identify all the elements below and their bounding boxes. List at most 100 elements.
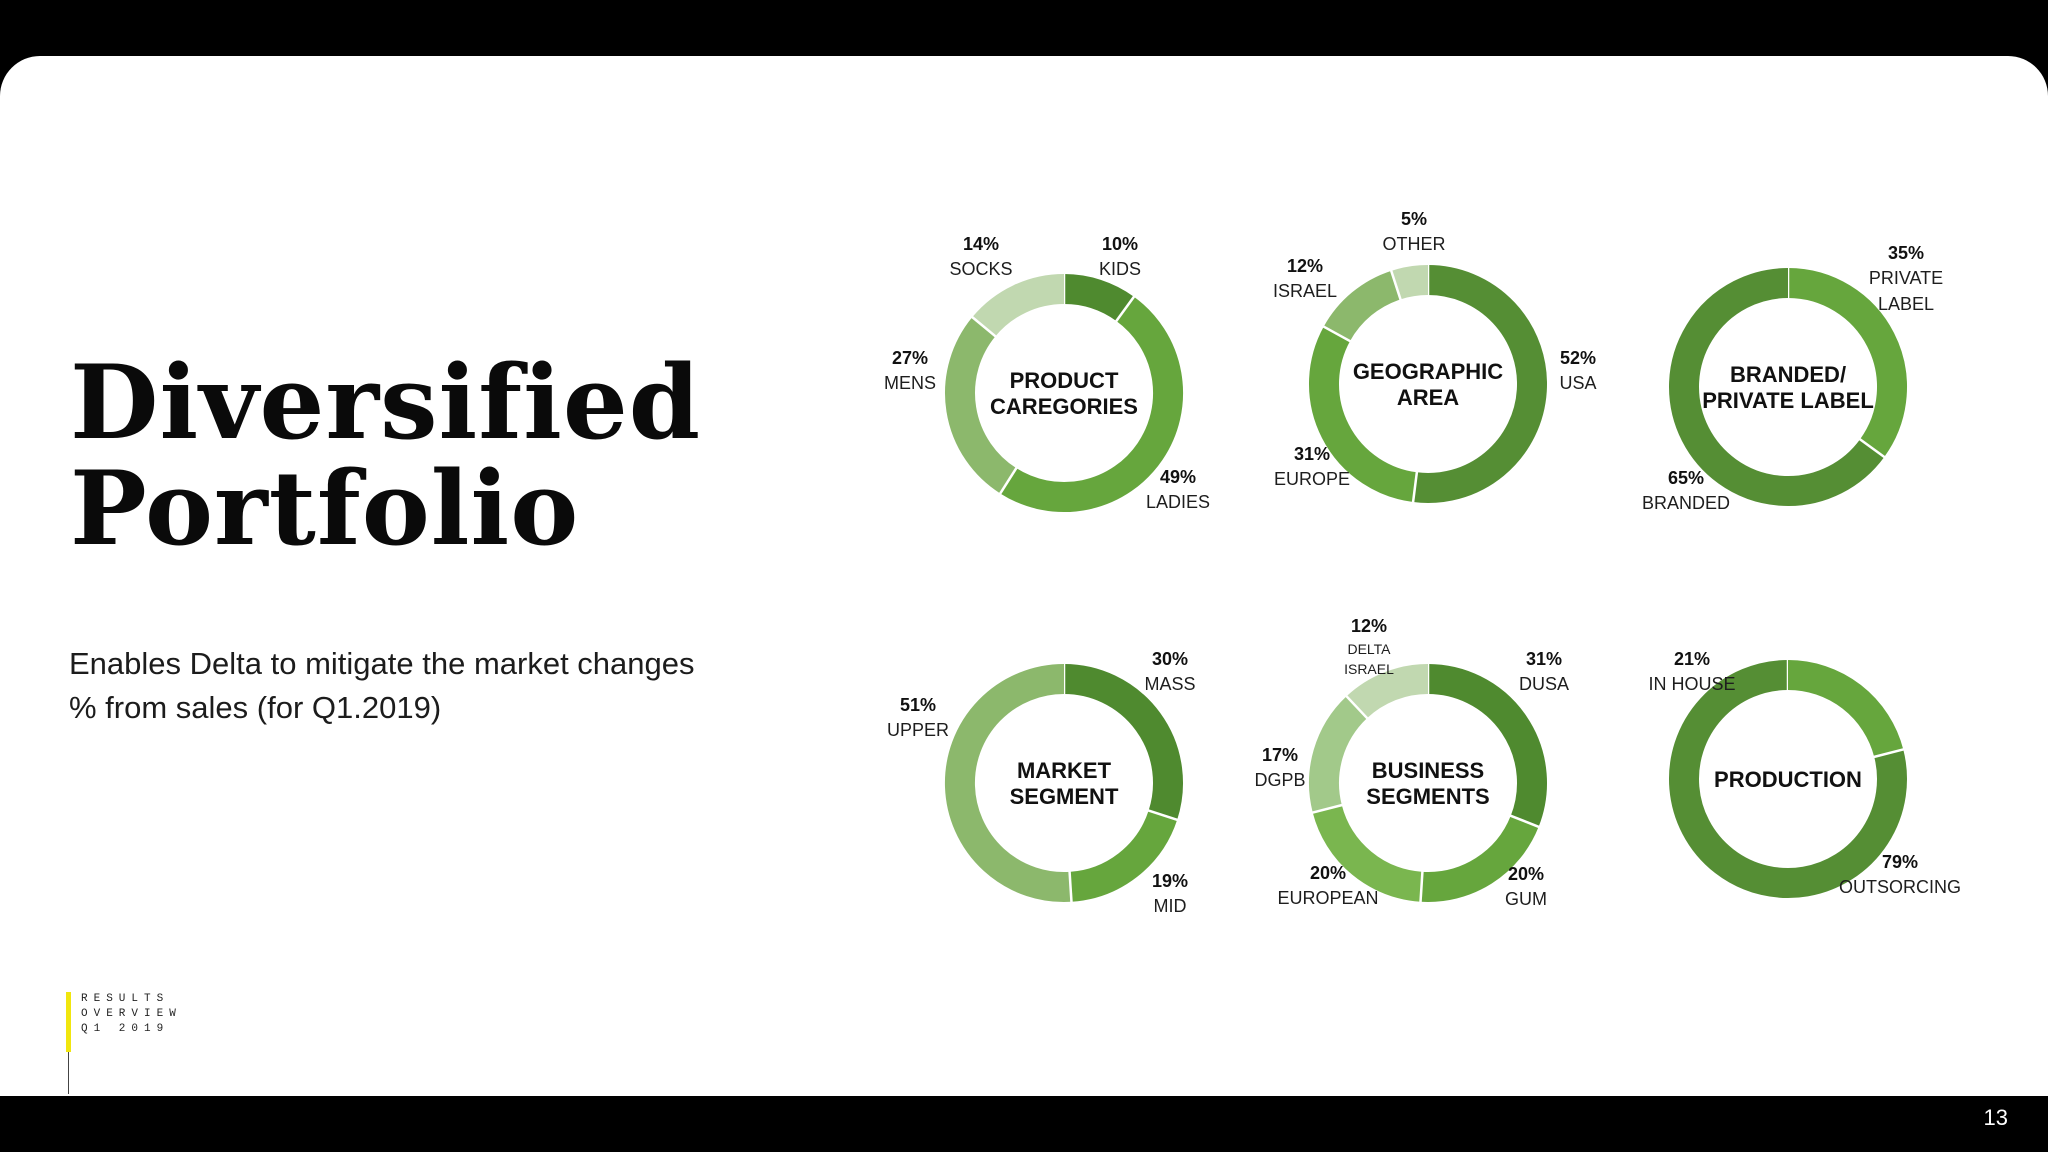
slice-separator — [1508, 813, 1541, 829]
donut-center-title: PRODUCT — [1010, 368, 1119, 393]
section-tag-line: RESULTS — [81, 993, 170, 1005]
slice-category-label: LABEL — [1878, 294, 1934, 314]
slice-percent-label: 79% — [1882, 852, 1918, 872]
donut-center-title: BRANDED/ — [1730, 362, 1846, 387]
slice-separator — [1411, 470, 1419, 505]
slice-category-label: ISRAEL — [1344, 661, 1394, 677]
slice-category-label: KIDS — [1099, 259, 1141, 279]
slice-percent-label: 14% — [963, 234, 999, 254]
section-tag-line: Q1 2019 — [81, 1023, 170, 1035]
donut-center-title: SEGMENT — [1010, 784, 1119, 809]
slice-category-label: DUSA — [1519, 674, 1569, 694]
donut-slice — [1309, 696, 1368, 813]
donut-center-title: PRIVATE LABEL — [1702, 388, 1874, 413]
slice-separator — [998, 465, 1019, 496]
donut-slice — [1063, 274, 1134, 322]
slice-percent-label: 27% — [892, 348, 928, 368]
page-number: 13 — [1983, 1105, 2008, 1130]
slice-separator — [1146, 808, 1180, 822]
section-accent-bar — [66, 992, 71, 1052]
donut-slice — [1346, 664, 1429, 719]
slice-category-label: OTHER — [1383, 234, 1446, 254]
slice-separator — [1871, 747, 1906, 759]
slice-percent-label: 31% — [1526, 649, 1562, 669]
slice-category-label: GUM — [1505, 889, 1547, 909]
donut-slice — [1000, 296, 1184, 513]
slice-category-label: DGPB — [1254, 770, 1305, 790]
slice-separator — [969, 314, 998, 339]
slice-category-label: ISRAEL — [1273, 281, 1337, 301]
slice-percent-label: 51% — [900, 695, 936, 715]
slice-percent-label: 19% — [1152, 871, 1188, 891]
slice-category-label: USA — [1559, 373, 1596, 393]
slice-category-label: UPPER — [887, 720, 949, 740]
donut-slice — [1323, 270, 1401, 342]
slice-separator — [1344, 693, 1370, 721]
donut-chart: 52% USA 31% EUROPE 12% ISRAEL 5% OTHER GEOGRAPHI… — [1273, 209, 1597, 505]
slice-percent-label: 10% — [1102, 234, 1138, 254]
slice-percent-label: 12% — [1351, 616, 1387, 636]
slice-category-label: BRANDED — [1642, 493, 1730, 513]
slide — [0, 56, 2048, 1096]
slice-separator — [1068, 869, 1073, 904]
section-divider-line — [68, 1052, 69, 1094]
slice-separator — [1419, 869, 1424, 904]
donut-chart: 35% PRIVATE LABEL 65% BRANDED BRANDED/PRIVATE… — [1642, 243, 1943, 513]
title-line-1: Diversified — [70, 343, 702, 463]
donut-slice — [1669, 660, 1907, 898]
donut-slice — [972, 274, 1065, 337]
slice-separator — [1310, 803, 1345, 815]
donut-chart: 31% DUSA 20% GUM 20% EUROPEAN 17% DGPB 12% DELTA I… — [1254, 616, 1569, 909]
slice-category-label: DELTA — [1347, 641, 1391, 657]
donut-slice — [1669, 268, 1885, 506]
donut-slice — [1413, 265, 1547, 503]
donut-slice — [1069, 810, 1178, 902]
donut-center-title: BUSINESS — [1372, 758, 1484, 783]
donut-center-title: AREA — [1397, 385, 1459, 410]
donut-slice — [1309, 326, 1418, 503]
slice-percent-label: 35% — [1888, 243, 1924, 263]
donut-slice — [1391, 265, 1429, 300]
donut-slice — [1787, 660, 1904, 758]
donut-center-title: MARKET — [1017, 758, 1112, 783]
slice-category-label: EUROPE — [1274, 469, 1350, 489]
slice-percent-label: 49% — [1160, 467, 1196, 487]
slice-percent-label: 17% — [1262, 745, 1298, 765]
slice-separator — [1321, 324, 1353, 344]
slice-category-label: MENS — [884, 373, 936, 393]
slice-separator — [1114, 294, 1137, 324]
slice-percent-label: 12% — [1287, 256, 1323, 276]
slice-percent-label: 52% — [1560, 348, 1596, 368]
donut-slice — [1427, 664, 1547, 827]
title-line-2: Portfolio — [70, 449, 580, 569]
donut-slice — [1787, 268, 1907, 457]
donut-slice — [944, 664, 1072, 902]
page-title: Diversified Portfolio — [70, 350, 701, 562]
slice-percent-label: 5% — [1401, 209, 1427, 229]
donut-center-title: SEGMENTS — [1366, 784, 1489, 809]
slice-category-label: OUTSORCING — [1839, 877, 1961, 897]
donut-center-title: PRODUCTION — [1714, 767, 1862, 792]
slice-category-label: LADIES — [1146, 492, 1210, 512]
slice-percent-label: 20% — [1508, 864, 1544, 884]
slice-percent-label: 65% — [1668, 468, 1704, 488]
donut-center-title: GEOGRAPHIC — [1353, 359, 1503, 384]
donut-slice — [1312, 804, 1423, 902]
donut-chart: 10% KIDS 49% LADIES 27% MENS 14% SOCKS PRODUCTCA… — [884, 234, 1210, 513]
donut-slice — [945, 317, 1017, 494]
donut-slice — [1063, 664, 1183, 820]
donut-center-title: CAREGORIES — [990, 394, 1138, 419]
section-tag: RESULTS OVERVIEW Q1 2019 — [81, 992, 182, 1037]
donut-slice — [1420, 815, 1539, 902]
slice-percent-label: 20% — [1310, 863, 1346, 883]
slice-separator — [1857, 437, 1887, 460]
slice-percent-label: 21% — [1674, 649, 1710, 669]
slice-separator — [1389, 268, 1403, 302]
subtitle-line-2: % from sales (for Q1.2019) — [69, 690, 442, 725]
slice-category-label: PRIVATE — [1869, 268, 1943, 288]
slice-category-label: EUROPEAN — [1277, 888, 1378, 908]
section-tag-line: OVERVIEW — [81, 1008, 182, 1020]
slice-percent-label: 30% — [1152, 649, 1188, 669]
